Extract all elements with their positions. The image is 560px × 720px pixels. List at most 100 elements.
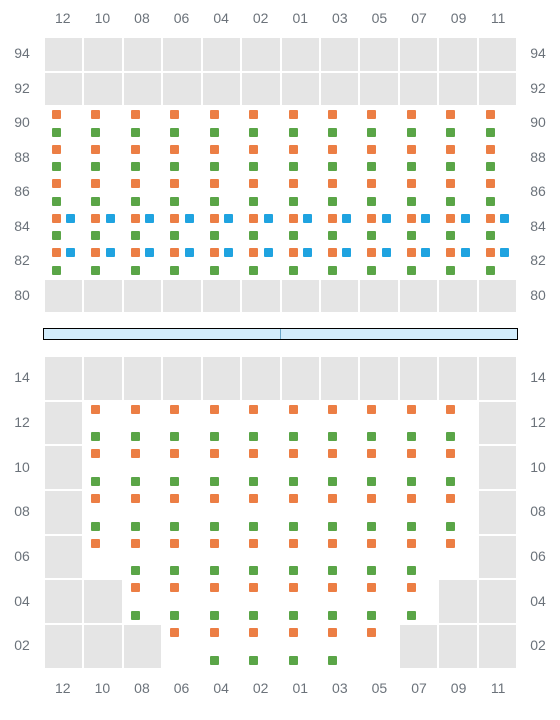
seat-cell (162, 141, 201, 176)
seat-marker-green (249, 477, 258, 486)
seat-marker-orange (170, 248, 179, 257)
seat-marker-green (446, 522, 455, 531)
seat-marker-orange (170, 214, 179, 223)
seat-marker-orange (170, 539, 179, 548)
seat-cell (202, 535, 241, 580)
seat-marker-blue (224, 214, 233, 223)
seat-cell (241, 624, 280, 669)
seat-cell (478, 445, 517, 490)
seat-marker-green (407, 128, 416, 137)
seat-marker-orange (367, 179, 376, 188)
seat-cell (438, 37, 477, 72)
seat-marker-green (210, 566, 219, 575)
seat-marker-orange (249, 214, 258, 223)
seat-marker-green (446, 477, 455, 486)
seat-marker-blue (66, 214, 75, 223)
seat-marker-green (170, 477, 179, 486)
seat-marker-orange (367, 494, 376, 503)
seat-marker-green (289, 477, 298, 486)
seat-cell (123, 445, 162, 490)
seat-cell (83, 106, 122, 141)
seat-marker-orange (210, 145, 219, 154)
seat-cell (281, 210, 320, 245)
seat-marker-orange (249, 583, 258, 592)
seat-cell (83, 579, 122, 624)
seat-cell (399, 279, 438, 314)
seat-cell (359, 445, 398, 490)
seat-cell (123, 279, 162, 314)
seat-marker-green (131, 432, 140, 441)
seat-marker-orange (446, 248, 455, 257)
seat-cell (162, 106, 201, 141)
tier-divider (43, 328, 518, 340)
seat-marker-green (170, 162, 179, 171)
seat-cell (83, 175, 122, 210)
seat-marker-orange (407, 539, 416, 548)
seat-marker-orange (131, 405, 140, 414)
seat-marker-green (249, 231, 258, 240)
seat-cell (320, 244, 359, 279)
table-row (44, 141, 517, 176)
seat-cell (478, 356, 517, 401)
seat-marker-orange (407, 214, 416, 223)
seat-marker-green (210, 197, 219, 206)
seat-cell (241, 445, 280, 490)
seat-cell (162, 279, 201, 314)
seat-marker-green (210, 128, 219, 137)
seat-cell (44, 445, 83, 490)
row-label: 08 (522, 489, 554, 534)
seat-cell (478, 106, 517, 141)
seat-cell (320, 210, 359, 245)
seat-cell (320, 37, 359, 72)
table-row (44, 279, 517, 314)
seat-marker-green (328, 432, 337, 441)
row-label: 06 (6, 534, 38, 579)
seat-cell (438, 401, 477, 446)
seat-cell (438, 210, 477, 245)
column-label: 12 (43, 10, 83, 26)
seat-marker-green (249, 432, 258, 441)
seat-cell (123, 244, 162, 279)
seat-cell (44, 401, 83, 446)
seat-cell (202, 210, 241, 245)
seat-marker-green (170, 566, 179, 575)
seat-marker-green (328, 477, 337, 486)
seat-cell (478, 279, 517, 314)
seat-marker-green (407, 432, 416, 441)
seat-marker-orange (407, 405, 416, 414)
seat-marker-green (210, 432, 219, 441)
seat-cell (478, 624, 517, 669)
seat-marker-orange (131, 494, 140, 503)
row-label: 80 (522, 278, 554, 313)
seat-marker-blue (500, 214, 509, 223)
seat-marker-green (328, 266, 337, 275)
row-label: 10 (6, 444, 38, 489)
seat-cell (83, 624, 122, 669)
seat-cell (359, 106, 398, 141)
seat-cell (320, 175, 359, 210)
seat-marker-orange (289, 110, 298, 119)
seat-marker-green (446, 231, 455, 240)
seat-marker-orange (367, 214, 376, 223)
seat-cell (83, 401, 122, 446)
column-label: 10 (83, 680, 123, 696)
seat-marker-green (52, 162, 61, 171)
seat-cell (162, 490, 201, 535)
seat-marker-blue (342, 248, 351, 257)
seat-marker-green (249, 522, 258, 531)
bottom-right-row-labels: 14121008060402 (522, 355, 554, 668)
seat-marker-green (249, 128, 258, 137)
seat-marker-green (289, 432, 298, 441)
seat-cell (399, 445, 438, 490)
seat-marker-green (328, 522, 337, 531)
seat-cell (83, 244, 122, 279)
column-label: 10 (83, 10, 123, 26)
seat-cell (478, 401, 517, 446)
seat-marker-orange (289, 449, 298, 458)
seat-marker-orange (407, 179, 416, 188)
seat-marker-orange (289, 628, 298, 637)
seat-marker-orange (446, 539, 455, 548)
seat-marker-orange (249, 405, 258, 414)
seat-cell (359, 37, 398, 72)
seat-cell (123, 401, 162, 446)
